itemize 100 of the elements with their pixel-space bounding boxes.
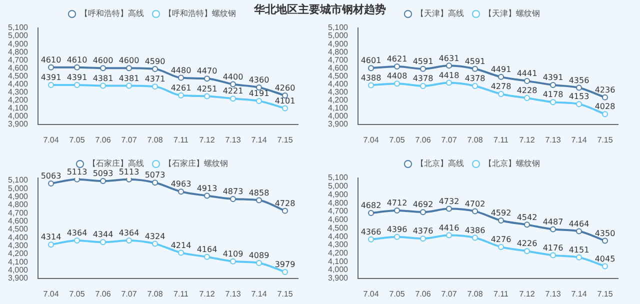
- data-label: 4487: [542, 217, 564, 226]
- data-label: 4591: [464, 56, 486, 66]
- y-tick-label: 5,100: [8, 176, 29, 185]
- point: [256, 84, 262, 90]
- data-label: 4371: [144, 74, 166, 84]
- y-tick-label: 4,400: [8, 232, 29, 242]
- data-label: 4418: [438, 70, 460, 80]
- data-label: 4396: [386, 224, 408, 234]
- data-label: 5113: [118, 167, 140, 176]
- y-tick-label: 4,800: [328, 198, 349, 208]
- point: [524, 248, 530, 254]
- data-label: 4228: [516, 86, 538, 96]
- point: [178, 92, 184, 98]
- y-tick-label: 3,900: [328, 120, 349, 129]
- point: [100, 239, 106, 246]
- x-tick-label: 7.04: [43, 289, 60, 298]
- data-label: 4610: [66, 55, 88, 64]
- y-tick-label: 4,300: [8, 87, 29, 96]
- x-tick-label: 7.11: [494, 289, 510, 298]
- point: [256, 197, 262, 204]
- point: [152, 84, 158, 90]
- x-tick-label: 7.08: [467, 135, 484, 144]
- point: [126, 238, 132, 244]
- y-tick-label: 4,500: [328, 223, 349, 232]
- data-label: 4028: [594, 102, 616, 112]
- data-label: 4464: [568, 219, 590, 228]
- x-tick-label: 7.05: [389, 289, 406, 298]
- x-tick-label: 7.12: [519, 135, 536, 144]
- data-label: 4621: [386, 54, 408, 64]
- data-label: 4109: [222, 249, 244, 258]
- y-tick-label: 4,800: [8, 47, 29, 56]
- data-label: 4600: [92, 56, 114, 66]
- y-tick-label: 5,100: [8, 23, 29, 32]
- data-label: 4441: [516, 69, 538, 78]
- point: [230, 258, 236, 264]
- y-tick-label: 4,000: [8, 265, 29, 274]
- y-tick-label: 4,900: [328, 39, 349, 48]
- point: [152, 180, 158, 186]
- point: [602, 94, 608, 100]
- x-tick-label: 7.11: [494, 135, 510, 144]
- y-tick-label: 4,300: [328, 87, 349, 96]
- point: [48, 242, 54, 248]
- x-tick-label: 7.13: [225, 289, 242, 298]
- data-label: 4470: [196, 66, 218, 76]
- data-label: 4151: [568, 245, 590, 254]
- y-tick-label: 4,200: [328, 96, 349, 105]
- data-label: 4314: [40, 232, 62, 242]
- y-tick-label: 3,900: [328, 274, 349, 283]
- data-label: 4542: [516, 212, 538, 222]
- point: [420, 66, 426, 72]
- data-label: 4226: [516, 239, 538, 248]
- point: [498, 244, 504, 250]
- data-label: 4378: [464, 74, 486, 84]
- x-tick-label: 7.15: [277, 135, 294, 144]
- data-label: 4388: [360, 73, 382, 82]
- point: [498, 218, 504, 224]
- y-tick-label: 4,600: [328, 215, 349, 224]
- data-label: 4350: [594, 228, 616, 238]
- data-label: 4416: [438, 223, 460, 232]
- data-label: 4153: [568, 92, 590, 102]
- point: [256, 98, 262, 104]
- point: [394, 207, 400, 214]
- y-tick-label: 5,000: [328, 182, 349, 191]
- y-tick-label: 5,000: [8, 184, 29, 193]
- point: [282, 208, 288, 214]
- data-label: 4278: [490, 82, 512, 92]
- y-tick-label: 4,700: [328, 206, 349, 216]
- legend-label: 【天津】螺纹钢: [484, 9, 540, 18]
- data-label: 4381: [92, 74, 114, 83]
- point: [524, 95, 530, 102]
- x-tick-label: 7.15: [597, 135, 614, 144]
- data-label: 4631: [438, 54, 460, 63]
- point: [152, 240, 158, 247]
- data-label: 4480: [170, 66, 192, 75]
- point: [368, 236, 374, 242]
- point: [282, 268, 288, 275]
- point: [472, 83, 478, 89]
- x-tick-label: 7.06: [415, 289, 432, 298]
- point: [152, 66, 158, 72]
- data-label: 4178: [542, 90, 564, 100]
- data-label: 4391: [40, 73, 62, 82]
- y-tick-label: 4,000: [328, 265, 349, 274]
- y-tick-label: 4,500: [328, 71, 349, 80]
- data-label: 4214: [170, 240, 192, 250]
- point: [446, 232, 452, 238]
- data-label: 4600: [118, 56, 140, 66]
- point: [576, 254, 582, 260]
- point: [256, 260, 262, 266]
- point: [48, 64, 54, 70]
- y-tick-label: 4,500: [8, 71, 29, 80]
- point: [602, 263, 608, 270]
- data-label: 4712: [386, 198, 408, 208]
- data-label: 4391: [66, 73, 88, 82]
- y-tick-label: 4,700: [8, 55, 29, 64]
- x-tick-label: 7.11: [174, 135, 190, 144]
- point: [230, 96, 236, 102]
- data-label: 4601: [360, 56, 382, 66]
- y-tick-label: 4,900: [8, 39, 29, 48]
- y-tick-label: 4,100: [328, 256, 349, 266]
- y-tick-label: 5,000: [328, 31, 349, 40]
